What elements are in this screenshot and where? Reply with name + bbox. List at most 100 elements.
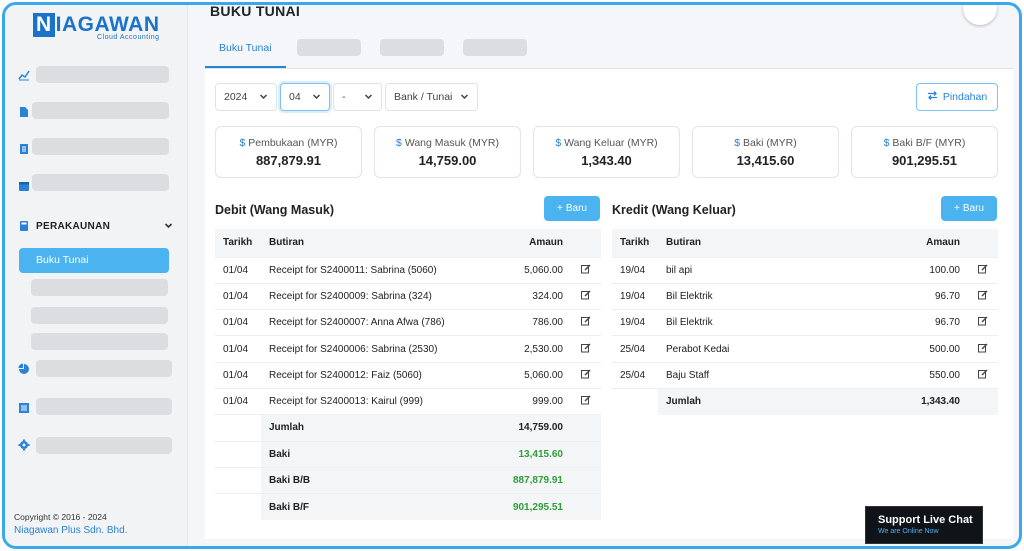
row-amount: 2,530.00 [491,335,571,363]
sidebar-item-placeholder[interactable] [32,174,169,191]
day-select[interactable]: - [333,83,382,111]
column-header-desc: Butiran [658,229,888,257]
edit-icon[interactable] [571,361,601,389]
row-amount: 550.00 [888,361,968,389]
sidebar-item-placeholder[interactable] [36,66,169,83]
table-row: 01/04 Receipt for S2400009: Sabrina (324)… [215,282,601,310]
tab-placeholder[interactable] [463,39,527,56]
sidebar-subitem-placeholder[interactable] [31,307,168,324]
add-debit-button[interactable]: + Baru [544,196,600,221]
column-header-date: Tarikh [215,229,261,257]
summary-card-pembukaan: $ Pembukaan (MYR) 887,879.91 [215,126,362,178]
row-date: 19/04 [612,282,658,310]
debit-section-title: Debit (Wang Masuk) [215,203,334,217]
calendar-icon[interactable] [18,180,30,192]
row-amount: 96.70 [888,282,968,310]
total-row: Baki B/F 901,295.51 [215,493,601,520]
edit-icon[interactable] [571,335,601,363]
total-row: Jumlah 1,343.40 [612,387,998,415]
sidebar-subitem-placeholder[interactable] [31,279,168,296]
account-select[interactable]: Bank / Tunai [385,83,478,111]
year-select[interactable]: 2024 [215,83,277,111]
document-icon[interactable] [18,143,30,155]
edit-icon[interactable] [571,309,601,336]
credit-section-title: Kredit (Wang Keluar) [612,203,736,217]
column-header-date: Tarikh [612,229,658,257]
summary-value: 1,343.40 [581,153,632,168]
total-label: Jumlah [261,414,491,442]
chevron-down-icon [164,221,173,232]
total-label: Baki [261,440,491,468]
total-value: 1,343.40 [888,387,968,415]
chevron-down-icon [364,92,373,103]
niagawan-logo[interactable]: N IAGAWAN Cloud Accounting [33,13,160,41]
edit-icon[interactable] [968,309,998,336]
table-row: 19/04 bil api 100.00 [612,256,998,284]
transfer-icon [927,90,938,104]
month-select[interactable]: 04 [280,83,330,111]
file-icon[interactable] [18,106,30,118]
transfer-button[interactable]: Pindahan [916,83,998,111]
pie-chart-icon[interactable] [18,363,30,375]
row-date: 01/04 [215,361,261,389]
sidebar-item-placeholder[interactable] [32,138,169,155]
table-row: 01/04 Receipt for S2400012: Faiz (5060) 5,… [215,361,601,389]
sidebar-item-placeholder[interactable] [32,102,169,119]
sidebar-section-perakaunan[interactable]: PERAKAUNAN [18,217,173,235]
row-desc: Receipt for S2400011: Sabrina (5060) [261,256,491,284]
sidebar-item-placeholder[interactable] [36,360,172,377]
add-button-label: Baru [962,203,984,214]
summary-card-baki: $ Baki (MYR) 13,415.60 [692,126,839,178]
summary-card-wang-keluar: $ Wang Keluar (MYR) 1,343.40 [533,126,680,178]
summary-label: Baki (MYR) [743,137,797,149]
tab-placeholder[interactable] [380,39,444,56]
dollar-icon: $ [883,137,893,149]
edit-icon[interactable] [968,361,998,389]
column-header-amount: Amaun [491,229,571,257]
summary-value: 13,415.60 [736,153,795,168]
row-desc: Baju Staff [658,361,888,389]
company-link[interactable]: Niagawan Plus Sdn. Bhd. [14,525,128,536]
edit-icon[interactable] [968,282,998,310]
edit-icon[interactable] [571,256,601,284]
column-header-action [571,229,601,257]
chart-line-icon[interactable] [18,69,30,81]
edit-icon[interactable] [968,256,998,284]
add-credit-button[interactable]: + Baru [941,196,997,221]
edit-icon[interactable] [571,282,601,310]
row-amount: 5,060.00 [491,361,571,389]
sidebar-item-buku-tunai[interactable]: Buku Tunai [19,248,169,273]
total-label: Jumlah [658,387,888,415]
credit-table: Tarikh Butiran Amaun 19/04 bil api 100.00 … [612,229,998,415]
table-row: 19/04 Bil Elektrik 96.70 [612,309,998,336]
summary-label: Baki B/F (MYR) [892,137,966,149]
sidebar-item-placeholder[interactable] [36,398,172,415]
month-value: 04 [289,91,301,103]
row-amount: 324.00 [491,282,571,310]
row-desc: Bil Elektrik [658,309,888,336]
gear-icon[interactable] [18,439,30,451]
avatar[interactable] [963,5,997,25]
edit-icon[interactable] [571,387,601,415]
transfer-button-label: Pindahan [942,91,988,103]
row-amount: 786.00 [491,309,571,336]
summary-label: Wang Keluar (MYR) [564,137,658,149]
row-date: 01/04 [215,282,261,310]
row-amount: 100.00 [888,256,968,284]
dollar-icon: $ [239,137,249,149]
chevron-down-icon [259,92,268,103]
sidebar-item-placeholder[interactable] [36,437,172,454]
report-icon[interactable] [18,402,30,414]
live-chat-widget[interactable]: Support Live Chat We are Online Now [865,506,983,544]
sidebar-subitem-placeholder[interactable] [31,333,168,350]
tab-placeholder[interactable] [297,39,361,56]
tab-buku-tunai[interactable]: Buku Tunai [205,35,286,68]
dollar-icon: $ [396,137,405,149]
row-date: 19/04 [612,309,658,336]
page-title: BUKU TUNAI [210,3,301,19]
live-chat-title: Support Live Chat [878,514,973,526]
table-row: 19/04 Bil Elektrik 96.70 [612,282,998,310]
edit-icon[interactable] [968,335,998,363]
row-desc: Receipt for S2400013: Kairul (999) [261,387,491,415]
